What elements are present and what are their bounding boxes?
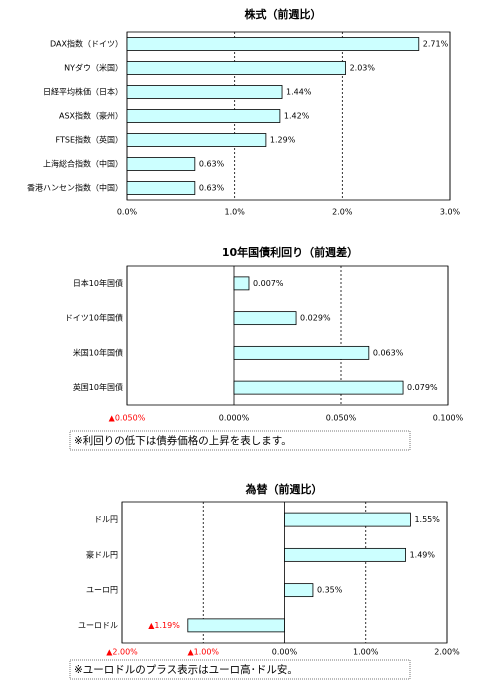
x-tick-label: 0.000% (219, 414, 250, 423)
note: ※ユーロドルのプラス表示はユーロ高･ドル安。 (74, 663, 298, 676)
note: ※利回りの低下は債券価格の上昇を表します。 (74, 434, 292, 447)
y-tick-label: ドル円 (94, 515, 118, 524)
y-tick-label: DAX指数（ドイツ） (50, 39, 123, 49)
data-label: 1.29% (270, 136, 296, 145)
bar (126, 157, 196, 171)
chart-title: 株式（前週比） (245, 7, 322, 21)
y-tick-label: ドイツ10年国債 (65, 313, 123, 323)
bar (233, 380, 404, 395)
bar (126, 181, 196, 195)
bar (233, 345, 370, 360)
data-label: 1.42% (284, 112, 310, 121)
bar (284, 512, 411, 527)
data-label: 1.44% (286, 88, 312, 97)
bar (126, 133, 267, 147)
x-tick-label: 0.0% (117, 208, 138, 217)
data-label: 0.35% (317, 586, 343, 595)
data-label: 0.63% (199, 160, 225, 169)
y-tick-label: ASX指数（豪州） (59, 111, 123, 121)
x-tick-label: 2.0% (332, 208, 353, 217)
y-tick-label: 豪ドル円 (86, 549, 118, 559)
bar (126, 37, 420, 51)
y-tick-label: NYダウ（米国） (64, 63, 123, 73)
x-tick-label: 2.00% (434, 648, 460, 657)
x-tick-label: ▲0.050% (109, 414, 146, 423)
bar (233, 276, 250, 291)
bar (187, 618, 285, 633)
data-label: 0.63% (199, 184, 225, 193)
y-tick-label: 日本10年国債 (73, 278, 123, 288)
data-label: 0.007% (253, 279, 284, 288)
data-label: 0.029% (300, 314, 331, 323)
x-tick-label: ▲1.00% (187, 648, 219, 657)
x-tick-label: 0.100% (433, 414, 464, 423)
bar (126, 85, 283, 99)
data-label: 2.03% (350, 64, 376, 73)
chart-title: 10年国債利回り（前週差） (222, 245, 358, 259)
x-tick-label: 1.0% (225, 208, 246, 217)
bar (233, 311, 297, 326)
x-tick-label: 0.00% (272, 648, 298, 657)
y-tick-label: 米国10年国債 (73, 347, 123, 357)
bar (284, 547, 406, 562)
data-label: 2.71% (423, 40, 449, 49)
x-tick-label: 1.00% (353, 648, 379, 657)
x-tick-label: 3.0% (440, 208, 461, 217)
y-tick-label: 英国10年国債 (73, 382, 123, 392)
note-box (69, 659, 411, 680)
x-tick-label: ▲2.00% (106, 648, 138, 657)
note-box (69, 430, 411, 451)
data-label: 1.49% (410, 550, 436, 559)
y-tick-label: ユーロ円 (86, 586, 118, 595)
data-label: ▲1.19% (148, 621, 180, 630)
y-tick-label: 日経平均株価（日本） (43, 87, 123, 97)
x-tick-label: 0.050% (326, 414, 357, 423)
bar (284, 583, 314, 598)
y-tick-label: FTSE指数（英国） (56, 135, 123, 145)
bar (126, 61, 346, 75)
data-label: 0.079% (407, 383, 438, 392)
y-tick-label: 上海総合指数（中国） (43, 159, 123, 169)
bar (126, 109, 281, 123)
y-tick-label: 香港ハンセン指数（中国） (27, 183, 123, 193)
chart-title: 為替（前週比） (246, 482, 323, 496)
data-label: 0.063% (373, 348, 404, 357)
y-tick-label: ユーロドル (78, 621, 118, 630)
data-label: 1.55% (414, 515, 440, 524)
